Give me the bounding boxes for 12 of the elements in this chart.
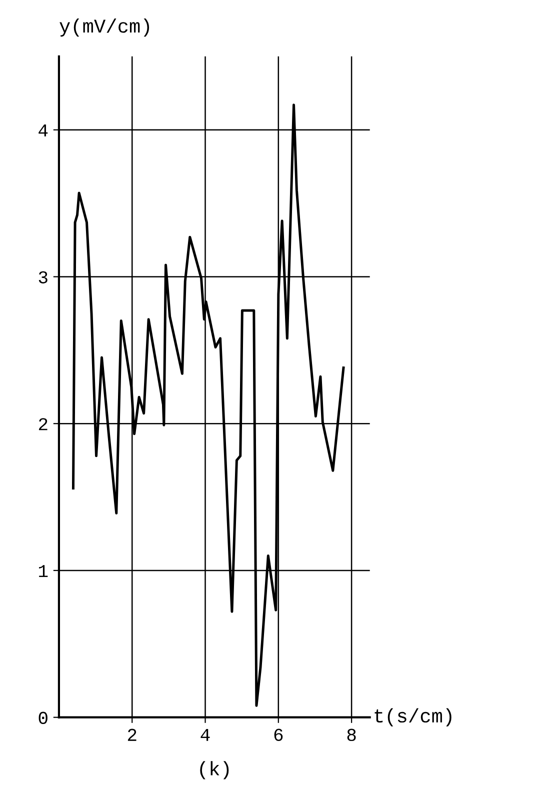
x-tick-label: 4 [200,728,210,741]
text: (k) [200,761,229,780]
y-tick-label: 0 [38,712,48,724]
y-tick-label: 2 [38,418,48,430]
x-tick-label: 2 [128,728,136,741]
y-tick-label: 1 [39,565,48,578]
y-axis-title: y(mV/cm) [60,18,150,37]
x-tick-label: 6 [274,728,283,742]
y-tick-label: 4 [38,124,48,136]
x-axis-title: t(s/cm) [374,708,452,726]
y-tick-label: 3 [38,271,48,284]
x-tick-label: 8 [347,728,356,742]
